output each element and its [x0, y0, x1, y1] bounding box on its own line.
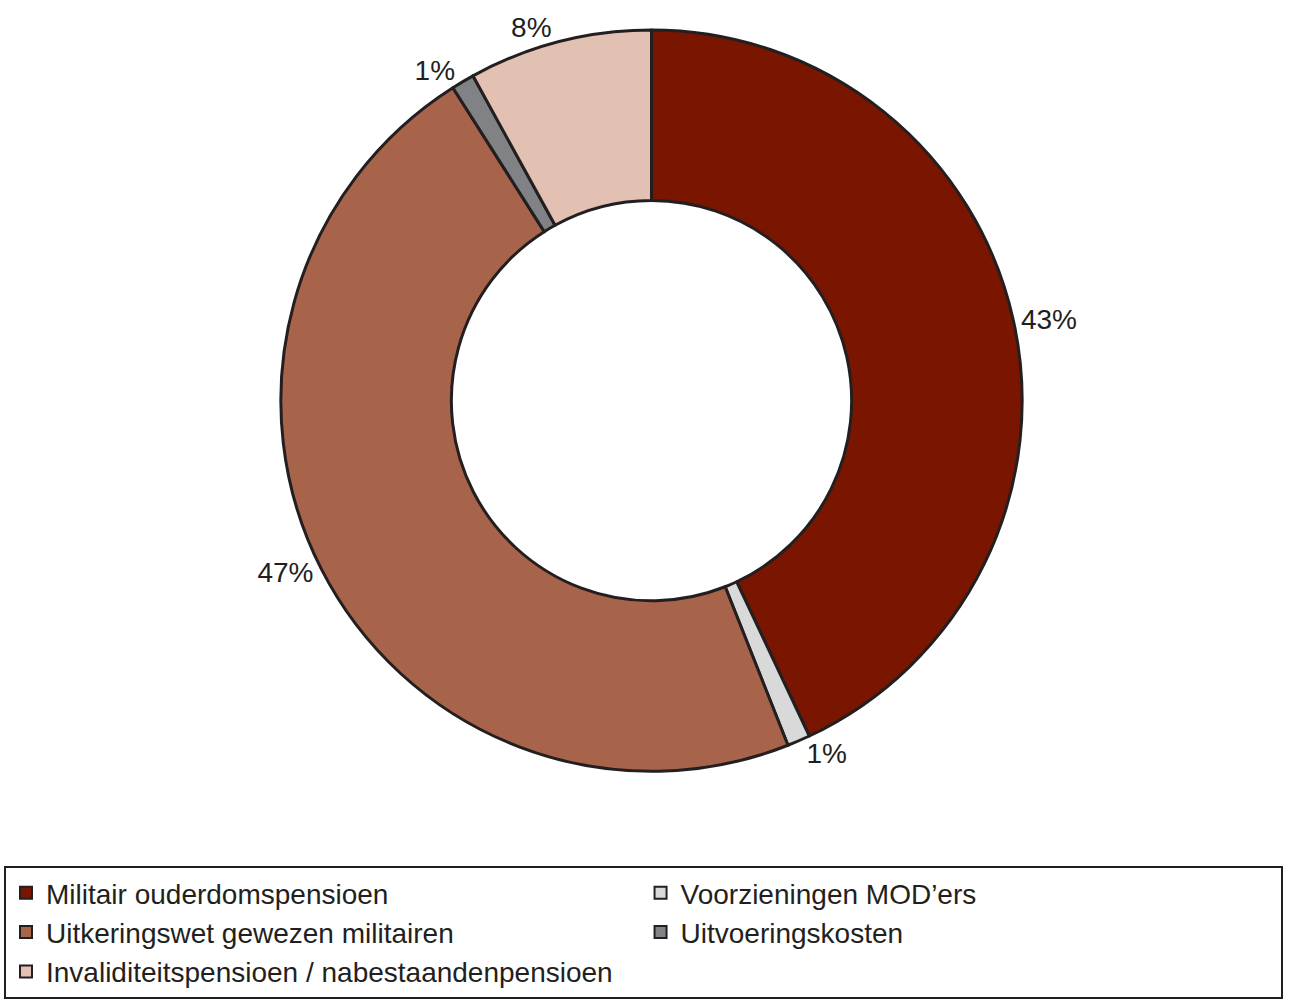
svg-text:43%: 43% — [1021, 304, 1077, 335]
svg-text:Voorzieningen MOD’ers: Voorzieningen MOD’ers — [681, 879, 977, 910]
svg-text:Invaliditeitspensioen / nabest: Invaliditeitspensioen / nabestaandenpens… — [46, 957, 613, 988]
svg-text:Militair ouderdomspensioen: Militair ouderdomspensioen — [46, 879, 388, 910]
svg-text:8%: 8% — [511, 12, 551, 43]
svg-text:1%: 1% — [806, 738, 846, 769]
svg-text:Uitkeringswet gewezen militair: Uitkeringswet gewezen militairen — [46, 918, 454, 949]
svg-text:Uitvoeringskosten: Uitvoeringskosten — [681, 918, 904, 949]
svg-text:1%: 1% — [415, 55, 455, 86]
svg-text:47%: 47% — [257, 557, 313, 588]
